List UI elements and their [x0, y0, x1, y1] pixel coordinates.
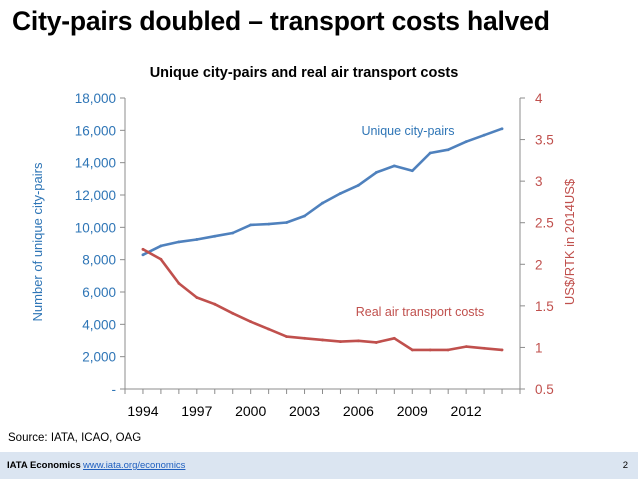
- data-point-city-pairs: [159, 244, 163, 248]
- data-point-city-pairs: [249, 223, 253, 227]
- series-line-city-pairs: [142, 127, 503, 256]
- data-point-transport-costs: [392, 336, 396, 340]
- data-point-transport-costs: [231, 311, 235, 315]
- data-point-transport-costs: [141, 247, 145, 251]
- data-point-city-pairs: [177, 240, 181, 244]
- data-point-city-pairs: [357, 183, 360, 187]
- data-point-city-pairs: [374, 170, 378, 174]
- data-point-transport-costs: [267, 327, 271, 331]
- y-left-tick-label: 16,000: [75, 123, 116, 138]
- data-point-transport-costs: [446, 348, 450, 352]
- data-point-transport-costs: [159, 257, 163, 261]
- page-number: 2: [622, 460, 628, 471]
- y-left-tick-label: 10,000: [75, 220, 116, 235]
- y-right-tick-label: 3.5: [535, 133, 554, 148]
- y-right-tick-label: 2: [535, 257, 543, 272]
- data-point-transport-costs: [285, 335, 288, 339]
- y-right-tick-label: 1: [535, 340, 543, 355]
- data-point-transport-costs: [500, 348, 504, 352]
- data-point-city-pairs: [428, 151, 432, 155]
- data-point-city-pairs: [267, 222, 271, 226]
- data-point-transport-costs: [195, 296, 199, 299]
- y-right-tick-label: 4: [535, 91, 543, 106]
- data-point-city-pairs: [321, 201, 324, 205]
- series-label-city-pairs: Unique city-pairs: [361, 124, 454, 138]
- y-right-tick-label: 1.5: [535, 299, 554, 314]
- data-point-transport-costs: [213, 302, 217, 306]
- chart-title: Unique city-pairs and real air transport…: [150, 65, 459, 81]
- y-left-axis-label: Number of unique city-pairs: [30, 162, 45, 321]
- y-right-tick-label: 3: [535, 174, 543, 189]
- data-point-city-pairs: [285, 221, 288, 224]
- x-tick-label: 1994: [127, 403, 158, 419]
- y-left-tick-label: 2,000: [82, 350, 116, 365]
- footer-org: IATA Economics: [7, 460, 81, 471]
- data-point-city-pairs: [141, 253, 145, 257]
- data-point-city-pairs: [303, 214, 306, 218]
- data-point-city-pairs: [339, 191, 342, 195]
- data-point-transport-costs: [464, 345, 468, 348]
- y-left-tick-label: 6,000: [82, 285, 116, 300]
- dual-axis-line-chart: Unique city-pairs and real air transport…: [30, 65, 577, 419]
- data-point-transport-costs: [177, 282, 181, 285]
- data-point-city-pairs: [231, 231, 235, 235]
- x-tick-label: 2012: [451, 403, 482, 419]
- source-note: Source: IATA, ICAO, OAG: [8, 432, 142, 444]
- data-point-city-pairs: [213, 234, 217, 238]
- y-left-tick-label: 4,000: [82, 317, 116, 332]
- data-point-transport-costs: [374, 341, 378, 344]
- y-right-tick-label: 2.5: [535, 216, 554, 231]
- data-point-transport-costs: [428, 348, 432, 352]
- y-right-tick-label: 0.5: [535, 382, 554, 397]
- x-tick-label: 1997: [181, 403, 212, 419]
- y-left-tick-label: -: [112, 382, 117, 397]
- y-left-tick-label: 12,000: [75, 188, 116, 203]
- data-point-city-pairs: [410, 169, 414, 173]
- series-line-transport-costs: [142, 248, 503, 352]
- data-point-city-pairs: [446, 148, 450, 152]
- y-left-tick-label: 8,000: [82, 253, 116, 268]
- x-tick-label: 2009: [397, 403, 428, 419]
- y-left-tick-label: 14,000: [75, 156, 116, 171]
- y-right-axis-label: US$/RTK in 2014US$: [562, 178, 577, 305]
- data-point-city-pairs: [500, 127, 504, 131]
- data-point-city-pairs: [464, 140, 468, 144]
- data-point-city-pairs: [392, 164, 396, 168]
- footer-link[interactable]: www.iata.org/economics: [83, 460, 186, 471]
- x-tick-label: 2000: [235, 403, 266, 419]
- data-point-transport-costs: [410, 348, 414, 352]
- x-tick-label: 2006: [343, 403, 374, 419]
- data-point-city-pairs: [482, 133, 486, 137]
- series-label-transport-costs: Real air transport costs: [356, 305, 485, 319]
- data-point-transport-costs: [249, 320, 253, 324]
- data-point-transport-costs: [482, 346, 486, 350]
- footer-bar: IATA Economics www.iata.org/economics 2: [0, 452, 638, 479]
- data-point-city-pairs: [195, 238, 199, 241]
- y-left-tick-label: 18,000: [75, 91, 116, 106]
- data-point-transport-costs: [357, 339, 360, 343]
- x-tick-label: 2003: [289, 403, 320, 419]
- data-point-transport-costs: [321, 338, 324, 342]
- data-point-transport-costs: [339, 340, 342, 344]
- data-point-transport-costs: [303, 336, 306, 340]
- slide-title: City-pairs doubled – transport costs hal…: [12, 6, 550, 36]
